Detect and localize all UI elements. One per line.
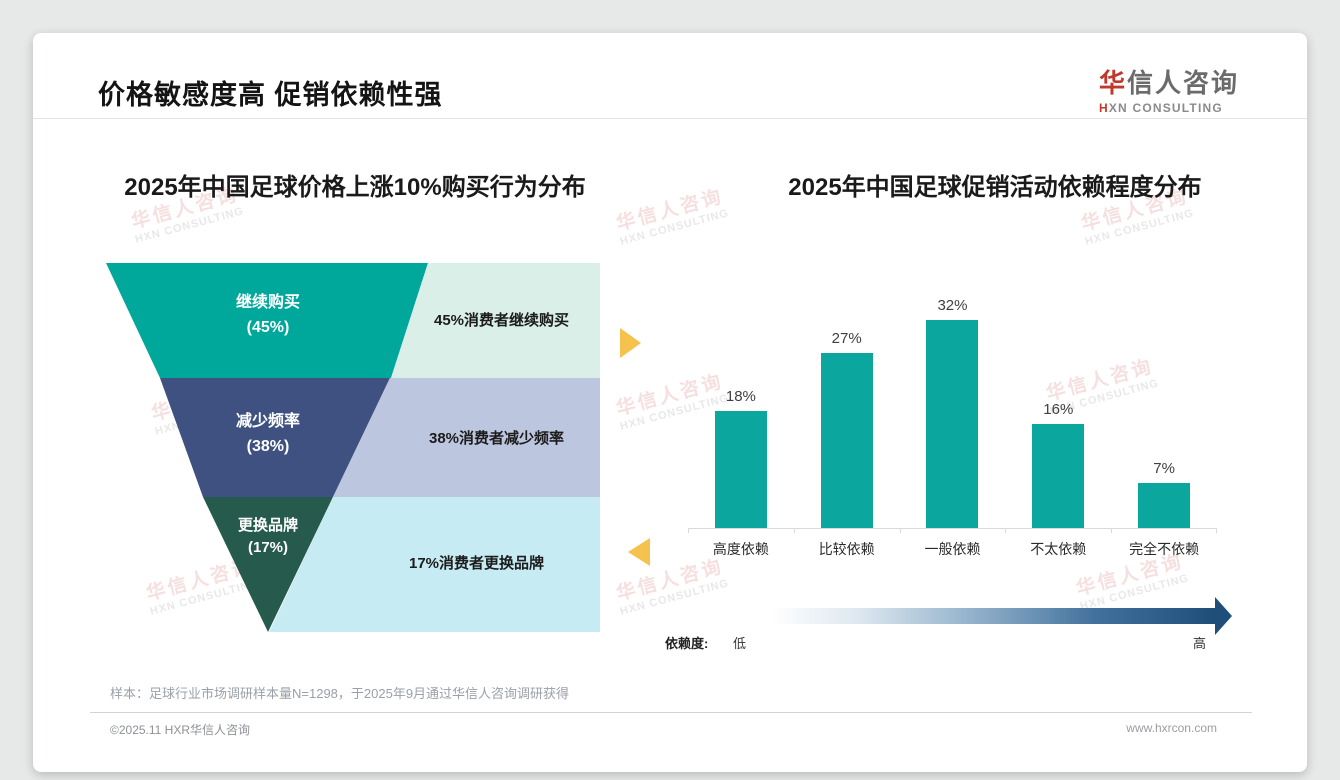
bar[interactable] <box>926 320 979 528</box>
axis-tick <box>1005 528 1007 533</box>
x-axis-ticks <box>688 528 1217 534</box>
dependence-low-label: 低 <box>733 636 747 651</box>
bar-category-label: 高度依赖 <box>712 541 769 557</box>
bar-column: 32% 一般依赖 <box>900 283 1006 560</box>
company-logo: 华信人咨询 HXN CONSULTING <box>1099 63 1239 115</box>
arrow-left-icon <box>628 538 650 566</box>
axis-tick <box>688 528 689 533</box>
dependence-arrow-head-icon <box>1215 597 1232 635</box>
bar[interactable] <box>1138 482 1191 528</box>
bar[interactable] <box>1032 424 1085 528</box>
bar-chart: 18% 高度依赖 27% 比较依赖 32% 一般依赖 16% 不太依赖 7% 完全不依赖 <box>688 283 1217 560</box>
axis-tick <box>1216 528 1217 533</box>
copyright-text: ©2025.11 HXR华信人咨询 <box>110 723 250 737</box>
funnel-note-text: 17%消费者更换品牌 <box>408 554 545 572</box>
x-axis-line <box>688 528 1217 529</box>
bar-columns: 18% 高度依赖 27% 比较依赖 32% 一般依赖 16% 不太依赖 7% 完全不依赖 <box>688 283 1217 560</box>
bar-category-label: 比较依赖 <box>818 541 875 557</box>
dependence-axis-label: 依赖度: <box>665 636 709 651</box>
logo-english-name: HXN CONSULTING <box>1098 101 1223 115</box>
bar-column: 7% 完全不依赖 <box>1111 283 1217 560</box>
funnel-note-panel-3 <box>269 497 600 632</box>
sample-footnote: 样本：足球行业市场调研样本量N=1298，于2025年9月通过华信人咨询调研获得 <box>110 686 570 701</box>
bar-category-label: 完全不依赖 <box>1129 541 1200 557</box>
funnel-segment-label: 继续购买 (45%) <box>235 294 300 336</box>
bar-chart-title: 2025年中国足球促销活动依赖程度分布 <box>788 174 1202 201</box>
funnel-segment-label: 减少频率 (38%) <box>235 413 300 455</box>
bar-value-label: 7% <box>1153 459 1175 477</box>
slide-card: 华信人咨询 HXN CONSULTING 华信人咨询 HXN CONSULTING … <box>33 33 1307 772</box>
bar-value-label: 18% <box>725 388 756 405</box>
bar-value-label: 32% <box>937 297 968 314</box>
axis-tick <box>1111 528 1113 533</box>
funnel-segment-label: 更换品牌 (17%) <box>237 517 298 556</box>
funnel-segment-1[interactable] <box>106 263 428 378</box>
bar-category-label: 不太依赖 <box>1030 541 1087 557</box>
funnel-chart-title: 2025年中国足球价格上涨10%购买行为分布 <box>124 174 586 201</box>
axis-tick <box>899 528 901 533</box>
website-link[interactable]: www.hxrcon.com <box>1126 721 1217 735</box>
footer-divider <box>90 712 1252 713</box>
bar-category-label: 一般依赖 <box>924 541 981 557</box>
bar-column: 16% 不太依赖 <box>1005 283 1111 560</box>
bar[interactable] <box>714 411 767 528</box>
funnel-chart: 继续购买 (45%) 减少频率 (38%) 更换品牌 (17%) 45%消费者继续购买… <box>103 263 600 633</box>
bar-column: 27% 比较依赖 <box>794 283 900 560</box>
axis-tick <box>793 528 795 533</box>
arrow-right-icon <box>620 328 641 358</box>
funnel-note-text: 45%消费者继续购买 <box>433 311 570 329</box>
dependence-gradient-arrow <box>721 608 1215 624</box>
bar-value-label: 16% <box>1043 401 1074 418</box>
dependence-high-label: 高 <box>1193 636 1207 651</box>
header: 价格敏感度高 促销依赖性强 华信人咨询 HXN CONSULTING <box>33 33 1307 119</box>
bar[interactable] <box>820 352 873 528</box>
funnel-note-text: 38%消费者减少频率 <box>428 430 565 447</box>
bar-column: 18% 高度依赖 <box>688 283 794 560</box>
page-title: 价格敏感度高 促销依赖性强 <box>98 80 443 110</box>
logo-chinese-name: 华信人咨询 <box>1098 68 1239 98</box>
funnel-note-panel-1 <box>391 263 600 378</box>
bar-value-label: 27% <box>831 329 862 347</box>
